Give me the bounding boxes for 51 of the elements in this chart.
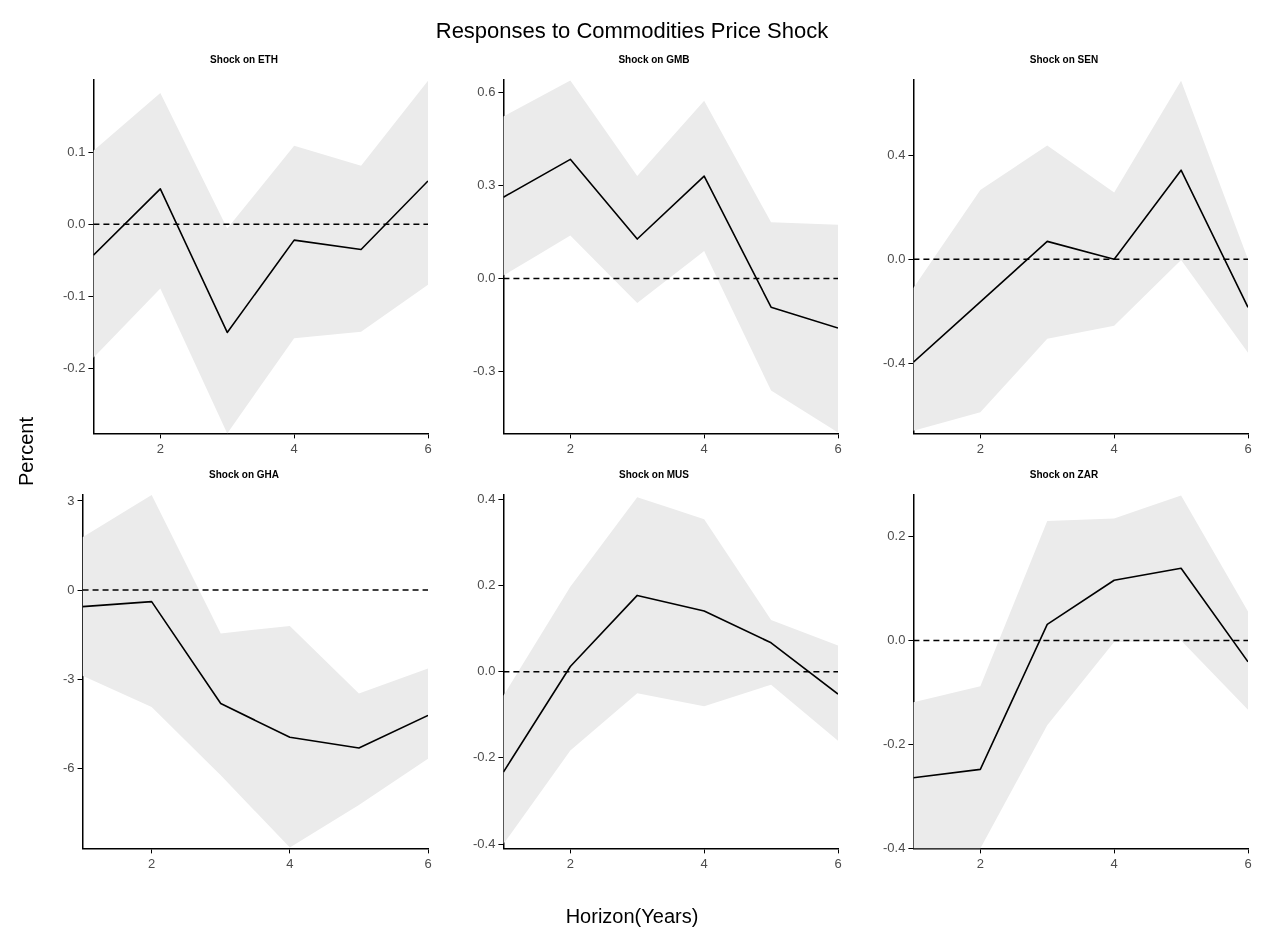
y-tick-label: 0.2 — [887, 528, 906, 544]
y-tick-label: 0.0 — [477, 269, 496, 285]
x-tick-label: 4 — [290, 440, 298, 456]
y-tick-label: 0.2 — [477, 577, 496, 593]
y-tick-label: 0.4 — [477, 490, 496, 506]
y-tick-label: 0.4 — [887, 146, 906, 162]
y-tick-label: -0.1 — [62, 287, 86, 303]
y-tick-label: 0.0 — [67, 215, 86, 231]
y-tick-label: 3 — [67, 492, 75, 508]
x-tick-label: 2 — [156, 440, 164, 456]
y-tick-label: -3 — [63, 670, 75, 686]
x-tick-label: 2 — [976, 440, 984, 456]
x-tick-label: 4 — [1110, 440, 1118, 456]
y-tick-label: -0.4 — [882, 839, 906, 855]
x-tick-label: 6 — [424, 440, 432, 456]
chart-title: Shock on GHA — [208, 468, 280, 480]
y-tick-label: -0.3 — [472, 362, 496, 378]
x-tick-label: 2 — [566, 440, 574, 456]
y-tick-label: 0.3 — [477, 176, 496, 192]
x-tick-label: 4 — [700, 855, 708, 871]
chart-title: Shock on GMB — [618, 53, 690, 65]
text: Responses to Commodities Price Shock — [434, 18, 830, 44]
x-tick-label: 4 — [1110, 855, 1118, 871]
y-tick-label: 0.1 — [67, 143, 86, 159]
chart-title: Shock on ETH — [210, 53, 278, 65]
y-tick-label: -0.2 — [882, 736, 906, 752]
y-tick-label: -0.2 — [472, 749, 496, 765]
chart-title: Shock on MUS — [618, 468, 690, 480]
x-tick-label: 2 — [148, 855, 156, 871]
x-tick-label: 6 — [834, 855, 842, 871]
y-tick-label: 0.6 — [477, 83, 496, 99]
x-tick-label: 6 — [424, 855, 432, 871]
x-tick-label: 4 — [700, 440, 708, 456]
y-tick-label: 0.0 — [887, 632, 906, 648]
y-tick-label: -0.4 — [472, 835, 496, 851]
y-tick-label: -0.4 — [882, 354, 906, 370]
x-tick-label: 4 — [286, 855, 294, 871]
y-tick-label: -6 — [63, 759, 75, 775]
x-tick-label: 6 — [834, 440, 842, 456]
chart-title: Shock on ZAR — [1029, 468, 1099, 480]
chart-title: Shock on SEN — [1029, 53, 1099, 65]
y-tick-label: -0.2 — [62, 360, 86, 376]
x-tick-label: 2 — [976, 855, 984, 871]
x-tick-label: 6 — [1244, 440, 1252, 456]
y-tick-label: 0.0 — [477, 663, 496, 679]
y-tick-label: 0.0 — [887, 250, 906, 266]
text: Horizon(Years) — [564, 905, 700, 928]
x-tick-label: 2 — [566, 855, 574, 871]
text: Percent — [14, 417, 38, 486]
x-tick-label: 6 — [1244, 855, 1252, 871]
y-tick-label: 0 — [67, 581, 75, 597]
